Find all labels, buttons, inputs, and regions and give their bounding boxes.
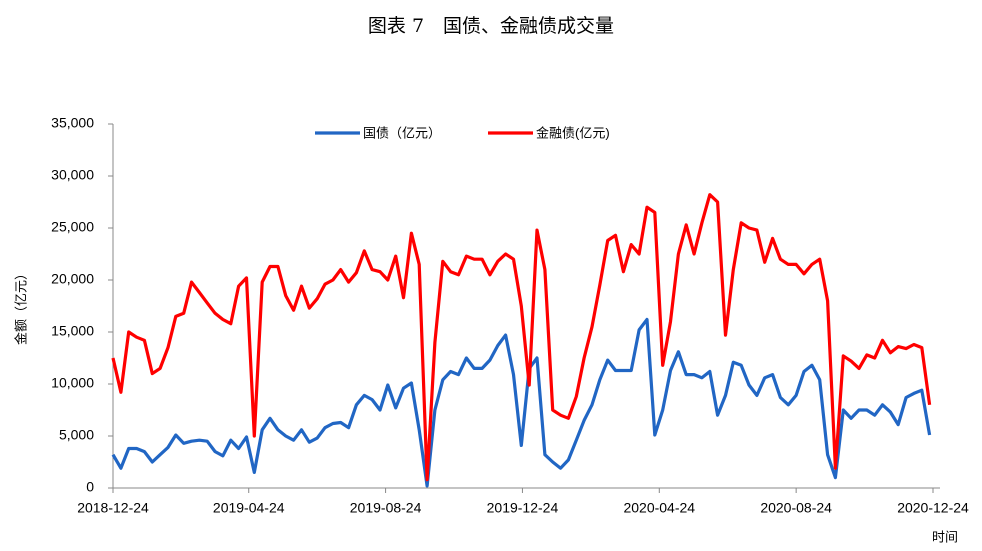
x-tick-label: 2020-12-24 — [897, 500, 969, 516]
y-tick-label: 35,000 — [51, 115, 94, 131]
x-axis-label: 时间 — [932, 529, 958, 544]
x-tick-label: 2020-04-24 — [623, 500, 695, 516]
x-tick-label: 2018-12-24 — [77, 500, 149, 516]
x-tick-label: 2019-08-24 — [350, 500, 422, 516]
legend-label: 国债（亿元） — [363, 125, 441, 140]
y-tick-label: 15,000 — [51, 323, 94, 339]
series-line — [111, 193, 932, 482]
chart-title: 图表 7 国债、金融债成交量 — [368, 15, 614, 37]
series-line — [111, 317, 932, 488]
x-tick-label: 2019-12-24 — [487, 500, 559, 516]
x-tick-label: 2019-04-24 — [213, 500, 285, 516]
y-tick-label: 30,000 — [51, 167, 94, 183]
y-axis-label: 金额（亿元） — [13, 267, 28, 345]
y-tick-label: 20,000 — [51, 271, 94, 287]
legend-label: 金融债(亿元) — [536, 125, 610, 140]
x-tick-label: 2020-08-24 — [760, 500, 832, 516]
y-tick-label: 10,000 — [51, 375, 94, 391]
y-tick-label: 0 — [86, 479, 94, 495]
y-tick-label: 25,000 — [51, 219, 94, 235]
y-tick-label: 5,000 — [59, 427, 94, 443]
